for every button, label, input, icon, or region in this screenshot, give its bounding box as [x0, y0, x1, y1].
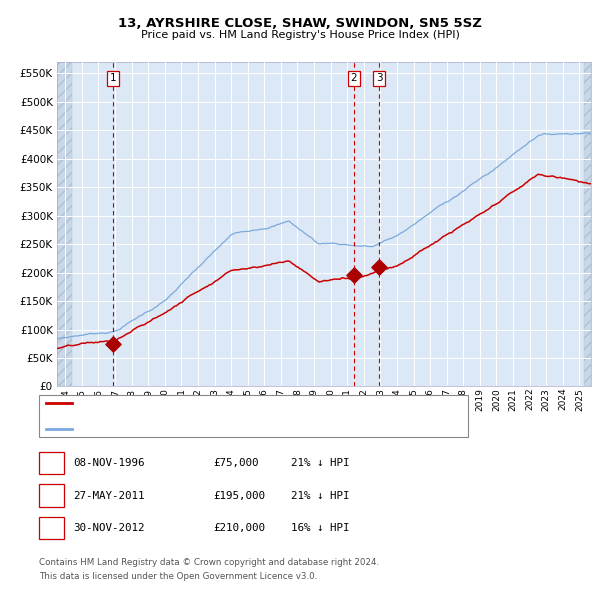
- Text: This data is licensed under the Open Government Licence v3.0.: This data is licensed under the Open Gov…: [39, 572, 317, 581]
- Text: Contains HM Land Registry data © Crown copyright and database right 2024.: Contains HM Land Registry data © Crown c…: [39, 558, 379, 566]
- Point: [374, 262, 384, 271]
- Text: 08-NOV-1996: 08-NOV-1996: [73, 458, 145, 468]
- Point: [108, 339, 118, 349]
- Text: 3: 3: [48, 523, 55, 533]
- Text: £210,000: £210,000: [213, 523, 265, 533]
- Text: Price paid vs. HM Land Registry's House Price Index (HPI): Price paid vs. HM Land Registry's House …: [140, 30, 460, 40]
- Text: 30-NOV-2012: 30-NOV-2012: [73, 523, 145, 533]
- Bar: [57, 62, 72, 386]
- Text: 3: 3: [376, 73, 382, 83]
- Text: 13, AYRSHIRE CLOSE, SHAW, SWINDON, SN5 5SZ: 13, AYRSHIRE CLOSE, SHAW, SWINDON, SN5 5…: [118, 17, 482, 30]
- Text: £75,000: £75,000: [213, 458, 259, 468]
- Text: 21% ↓ HPI: 21% ↓ HPI: [291, 458, 349, 468]
- Bar: [584, 62, 591, 386]
- Text: 21% ↓ HPI: 21% ↓ HPI: [291, 491, 349, 500]
- Text: £195,000: £195,000: [213, 491, 265, 500]
- Text: 27-MAY-2011: 27-MAY-2011: [73, 491, 145, 500]
- Text: HPI: Average price, detached house, Swindon: HPI: Average price, detached house, Swin…: [76, 424, 323, 434]
- Text: 13, AYRSHIRE CLOSE, SHAW, SWINDON, SN5 5SZ (detached house): 13, AYRSHIRE CLOSE, SHAW, SWINDON, SN5 5…: [76, 398, 415, 408]
- Text: 16% ↓ HPI: 16% ↓ HPI: [291, 523, 349, 533]
- Text: 2: 2: [48, 491, 55, 500]
- Text: 2: 2: [351, 73, 358, 83]
- Point: [349, 271, 359, 280]
- Text: 1: 1: [109, 73, 116, 83]
- Text: 1: 1: [48, 458, 55, 468]
